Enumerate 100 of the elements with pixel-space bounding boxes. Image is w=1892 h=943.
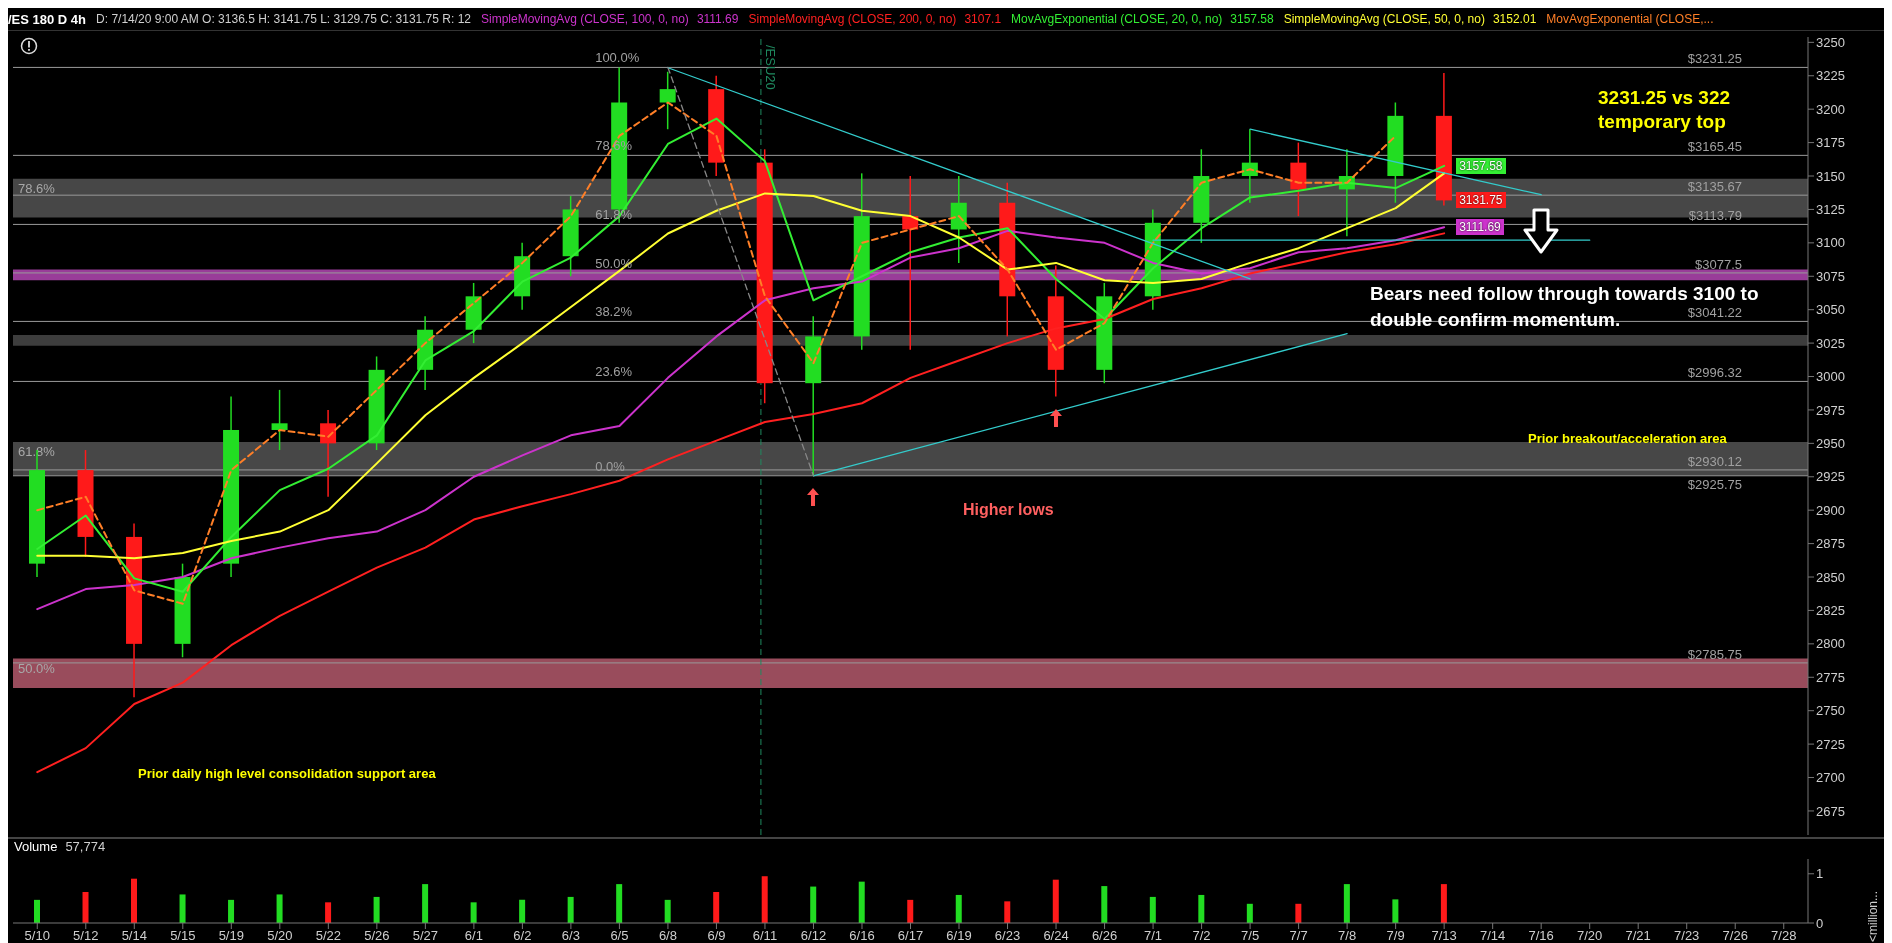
y-tick-label: 2750: [1816, 703, 1845, 719]
bar: [1101, 886, 1108, 923]
annotation: 38.2%: [595, 304, 633, 320]
x-tick-label: 5/22: [315, 928, 341, 943]
ref-line-label: $2996.32: [1687, 365, 1742, 381]
x-tick-label: 7/23: [1674, 928, 1700, 943]
x-tick-label: 7/5: [1241, 928, 1260, 943]
text: SimpleMovingAvg (CLOSE, 50, 0, no): [1283, 12, 1485, 26]
y-tick-label: 2675: [1816, 803, 1845, 819]
x-tick-label: 6/5: [610, 928, 629, 943]
bar: [1440, 884, 1447, 923]
bar: [858, 881, 865, 923]
band-label: 61.8%: [18, 444, 56, 460]
x-tick-label: 5/27: [412, 928, 439, 943]
ref-line-label: $2925.75: [1687, 476, 1742, 492]
y-tick-label: 3025: [1816, 335, 1845, 351]
y-tick-label: 2800: [1816, 636, 1845, 652]
band-label: 78.6%: [18, 180, 56, 196]
x-tick-label: 7/20: [1577, 928, 1603, 943]
bar: [1246, 903, 1253, 923]
text: SimpleMovingAvg (CLOSE, 100, 0, no): [480, 12, 689, 26]
x-tick-label: 7/9: [1386, 928, 1405, 943]
y-tick-label: 3000: [1816, 369, 1845, 385]
x-tick-label: 5/15: [170, 928, 196, 943]
annotation: Prior breakout/acceleration area: [1528, 431, 1727, 446]
y-tick-label: 3075: [1816, 268, 1845, 284]
annotation: Bears need follow through towards 3100 to: [1370, 283, 1759, 305]
ref-line-label: $3165.45: [1687, 139, 1742, 155]
bar: [82, 891, 89, 923]
x-tick-label: 6/26: [1091, 928, 1118, 943]
bar: [325, 902, 332, 923]
x-tick-label: 7/8: [1338, 928, 1357, 943]
x-tick-label: 6/1: [464, 928, 483, 943]
annotation: temporary top: [1598, 111, 1726, 133]
text: 57,774: [65, 839, 106, 854]
x-tick-label: 6/8: [658, 928, 677, 943]
bar: [422, 884, 429, 923]
y-tick-label: 1: [1816, 866, 1824, 882]
y-tick-label: 3225: [1816, 68, 1845, 84]
x-tick-label: 5/10: [24, 928, 50, 943]
bar: [1198, 894, 1205, 923]
bar: [761, 876, 768, 923]
y-tick-label: 0: [1816, 915, 1824, 931]
candlestick: [271, 389, 288, 451]
bar: [470, 902, 477, 923]
bar: [810, 886, 817, 923]
bar: [1149, 896, 1156, 923]
text: MovAvgExponential (CLOSE, 20, 0, no): [1011, 12, 1223, 26]
annotation: 3111.69: [1456, 219, 1504, 236]
y-tick-label: 2950: [1816, 435, 1845, 451]
x-tick-label: 6/16: [849, 928, 875, 943]
x-tick-label: 7/7: [1289, 928, 1308, 943]
y-tick-label: 2825: [1816, 603, 1845, 619]
y-tick-label: 2900: [1816, 502, 1845, 518]
annotation: 100.0%: [595, 50, 640, 66]
y-tick-label: 3050: [1816, 302, 1845, 318]
x-tick-label: 6/23: [994, 928, 1021, 943]
y-tick-label: 2875: [1816, 536, 1845, 552]
annotation: 3131.75: [1456, 192, 1506, 209]
bar: [567, 896, 574, 923]
ref-line-label: $3041.22: [1687, 305, 1742, 321]
x-tick-label: 5/12: [73, 928, 99, 943]
text: 3107.1: [964, 12, 1002, 26]
text: 3157.58: [1230, 12, 1274, 26]
bar: [907, 899, 914, 923]
x-tick-label: 7/28: [1771, 928, 1797, 943]
x-tick-label: 7/2: [1192, 928, 1211, 943]
bar: [373, 896, 380, 923]
y-tick-label: 3100: [1816, 235, 1845, 251]
y-tick-label: 3200: [1816, 101, 1845, 117]
y-tick-label: 3250: [1816, 34, 1845, 50]
bar: [616, 884, 623, 923]
text: SimpleMovingAvg (CLOSE, 200, 0, no): [748, 12, 957, 26]
text: 3152.01: [1492, 12, 1537, 26]
annotation: Prior daily high level consolidation support area: [138, 766, 436, 781]
x-tick-label: 7/16: [1528, 928, 1554, 943]
bar: [34, 899, 40, 923]
ref-line-label: $2785.75: [1687, 646, 1742, 662]
y-tick-label: 3175: [1816, 135, 1845, 151]
y-tick-label: 2725: [1816, 736, 1845, 752]
annotation: 23.6%: [595, 364, 633, 380]
bar: [131, 878, 138, 923]
bar: [1004, 901, 1011, 923]
x-tick-label: 6/17: [897, 928, 924, 943]
y-tick-label: 2975: [1816, 402, 1845, 418]
bar: [276, 894, 283, 923]
y-axis-title: <million...: [1866, 891, 1881, 943]
bar: [179, 894, 186, 923]
x-tick-label: 7/13: [1431, 928, 1457, 943]
ref-line-label: /ESU20: [762, 45, 778, 90]
bar: [228, 899, 235, 923]
annotation: 3231.25 vs 322: [1598, 87, 1731, 109]
x-tick-label: 7/21: [1625, 928, 1651, 943]
x-tick-label: 5/14: [121, 928, 147, 943]
ref-line-label: $3231.25: [1687, 51, 1742, 67]
bar: [713, 891, 720, 923]
x-tick-label: 7/14: [1480, 928, 1506, 943]
text: 3111.69: [696, 12, 739, 26]
candlestick: [320, 409, 337, 498]
x-tick-label: 6/3: [561, 928, 580, 943]
